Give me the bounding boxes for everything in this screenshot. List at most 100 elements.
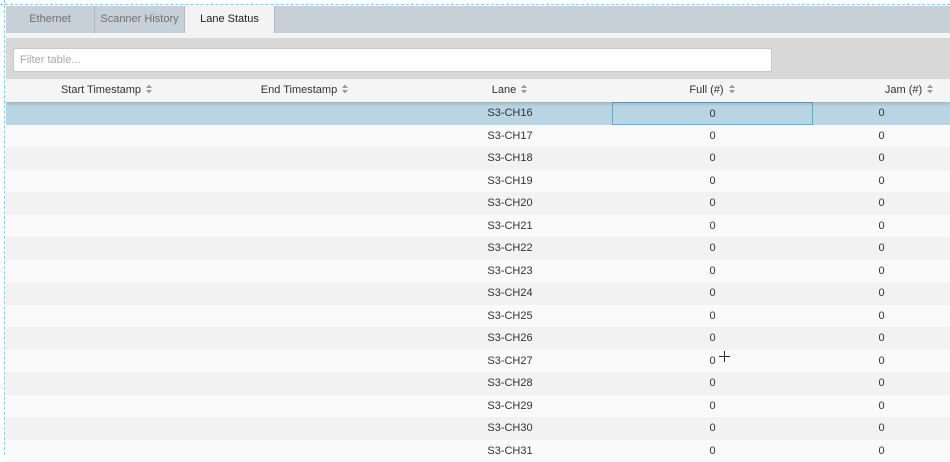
tab-ethernet[interactable]: Ethernet	[6, 6, 95, 33]
cell-jam-count[interactable]: 0	[813, 395, 950, 418]
cell-start-timestamp[interactable]	[12, 282, 202, 305]
cell-jam-count[interactable]: 0	[813, 125, 950, 148]
cell-end-timestamp[interactable]	[202, 147, 408, 170]
cell-start-timestamp[interactable]	[12, 192, 202, 215]
cell-end-timestamp[interactable]	[202, 327, 408, 350]
cell-start-timestamp[interactable]	[12, 305, 202, 328]
cell-lane[interactable]: S3-CH16	[408, 102, 612, 125]
tab-lane-status[interactable]: Lane Status	[185, 6, 275, 33]
cell-full-count[interactable]: 0	[612, 237, 813, 260]
cell-full-count[interactable]: 0	[612, 170, 813, 193]
cell-start-timestamp[interactable]	[12, 102, 202, 125]
filter-table-input[interactable]	[13, 48, 772, 72]
cell-end-timestamp[interactable]	[202, 350, 408, 373]
cell-jam-count[interactable]: 0	[813, 372, 950, 395]
cell-full-count[interactable]: 0	[612, 327, 813, 350]
cell-lane[interactable]: S3-CH22	[408, 237, 612, 260]
column-header-lane[interactable]: Lane	[408, 79, 612, 102]
cell-jam-count[interactable]: 0	[813, 305, 950, 328]
cell-end-timestamp[interactable]	[202, 282, 408, 305]
cell-end-timestamp[interactable]	[202, 417, 408, 440]
cell-jam-count[interactable]: 0	[813, 147, 950, 170]
column-header-jam-count[interactable]: Jam (#)	[841, 79, 950, 102]
cell-lane[interactable]: S3-CH25	[408, 305, 612, 328]
cell-lane[interactable]: S3-CH23	[408, 260, 612, 283]
cell-full-count[interactable]: 0	[612, 350, 813, 373]
cell-end-timestamp[interactable]	[202, 395, 408, 418]
cell-lane[interactable]: S3-CH24	[408, 282, 612, 305]
cell-full-count[interactable]: 0	[612, 305, 813, 328]
cell-end-timestamp[interactable]	[202, 215, 408, 238]
cell-jam-count[interactable]: 0	[813, 350, 950, 373]
cell-start-timestamp[interactable]	[12, 395, 202, 418]
cell-lane[interactable]: S3-CH29	[408, 395, 612, 418]
cell-end-timestamp[interactable]	[202, 372, 408, 395]
cell-full-count[interactable]: 0	[612, 125, 813, 148]
cell-jam-count[interactable]: 0	[813, 102, 950, 125]
cell-jam-count[interactable]: 0	[813, 237, 950, 260]
column-header-end-timestamp[interactable]: End Timestamp	[202, 79, 408, 102]
cell-end-timestamp[interactable]	[202, 170, 408, 193]
cell-full-count[interactable]: 0	[612, 147, 813, 170]
cell-full-count[interactable]: 0	[612, 192, 813, 215]
cell-lane[interactable]: S3-CH31	[408, 440, 612, 462]
cell-full-count[interactable]: 0	[612, 215, 813, 238]
cell-lane[interactable]: S3-CH19	[408, 170, 612, 193]
cell-lane[interactable]: S3-CH27	[408, 350, 612, 373]
cell-end-timestamp[interactable]	[202, 125, 408, 148]
cell-start-timestamp[interactable]	[12, 147, 202, 170]
sort-icon[interactable]	[926, 83, 934, 95]
sort-icon[interactable]	[145, 83, 153, 95]
cell-end-timestamp[interactable]	[202, 260, 408, 283]
cell-start-timestamp[interactable]	[12, 125, 202, 148]
cell-end-timestamp[interactable]	[202, 305, 408, 328]
cell-start-timestamp[interactable]	[12, 237, 202, 260]
cell-lane[interactable]: S3-CH28	[408, 372, 612, 395]
cell-lane[interactable]: S3-CH26	[408, 327, 612, 350]
cell-jam-count[interactable]: 0	[813, 192, 950, 215]
tab-scanner-history[interactable]: Scanner History	[95, 6, 185, 33]
sort-icon[interactable]	[520, 83, 528, 95]
column-header-full-count[interactable]: Full (#)	[612, 79, 813, 102]
cell-full-count[interactable]: 0	[612, 372, 813, 395]
cell-start-timestamp[interactable]	[12, 372, 202, 395]
cell-jam-count[interactable]: 0	[813, 170, 950, 193]
sort-icon[interactable]	[341, 83, 349, 95]
cell-start-timestamp[interactable]	[12, 350, 202, 373]
cell-full-count[interactable]: 0	[612, 102, 813, 125]
cell-lane[interactable]: S3-CH20	[408, 192, 612, 215]
cell-lane[interactable]: S3-CH30	[408, 417, 612, 440]
cell-start-timestamp[interactable]	[12, 327, 202, 350]
cell-full-count[interactable]: 0	[612, 417, 813, 440]
cell-jam-count[interactable]: 0	[813, 440, 950, 462]
cell-jam-count[interactable]: 0	[813, 282, 950, 305]
cell-end-timestamp[interactable]	[202, 237, 408, 260]
cell-end-timestamp[interactable]	[202, 192, 408, 215]
cell-jam-count[interactable]: 0	[813, 417, 950, 440]
cell-start-timestamp[interactable]	[12, 417, 202, 440]
cell-start-timestamp[interactable]	[12, 170, 202, 193]
cell-lane[interactable]: S3-CH17	[408, 125, 612, 148]
cell-jam-count[interactable]: 0	[813, 327, 950, 350]
cell-full-count[interactable]: 0	[612, 260, 813, 283]
sort-icon[interactable]	[728, 83, 736, 95]
cell-full-count[interactable]: 0	[612, 440, 813, 462]
cell-end-timestamp[interactable]	[202, 102, 408, 125]
cell-full-count[interactable]: 0	[612, 395, 813, 418]
